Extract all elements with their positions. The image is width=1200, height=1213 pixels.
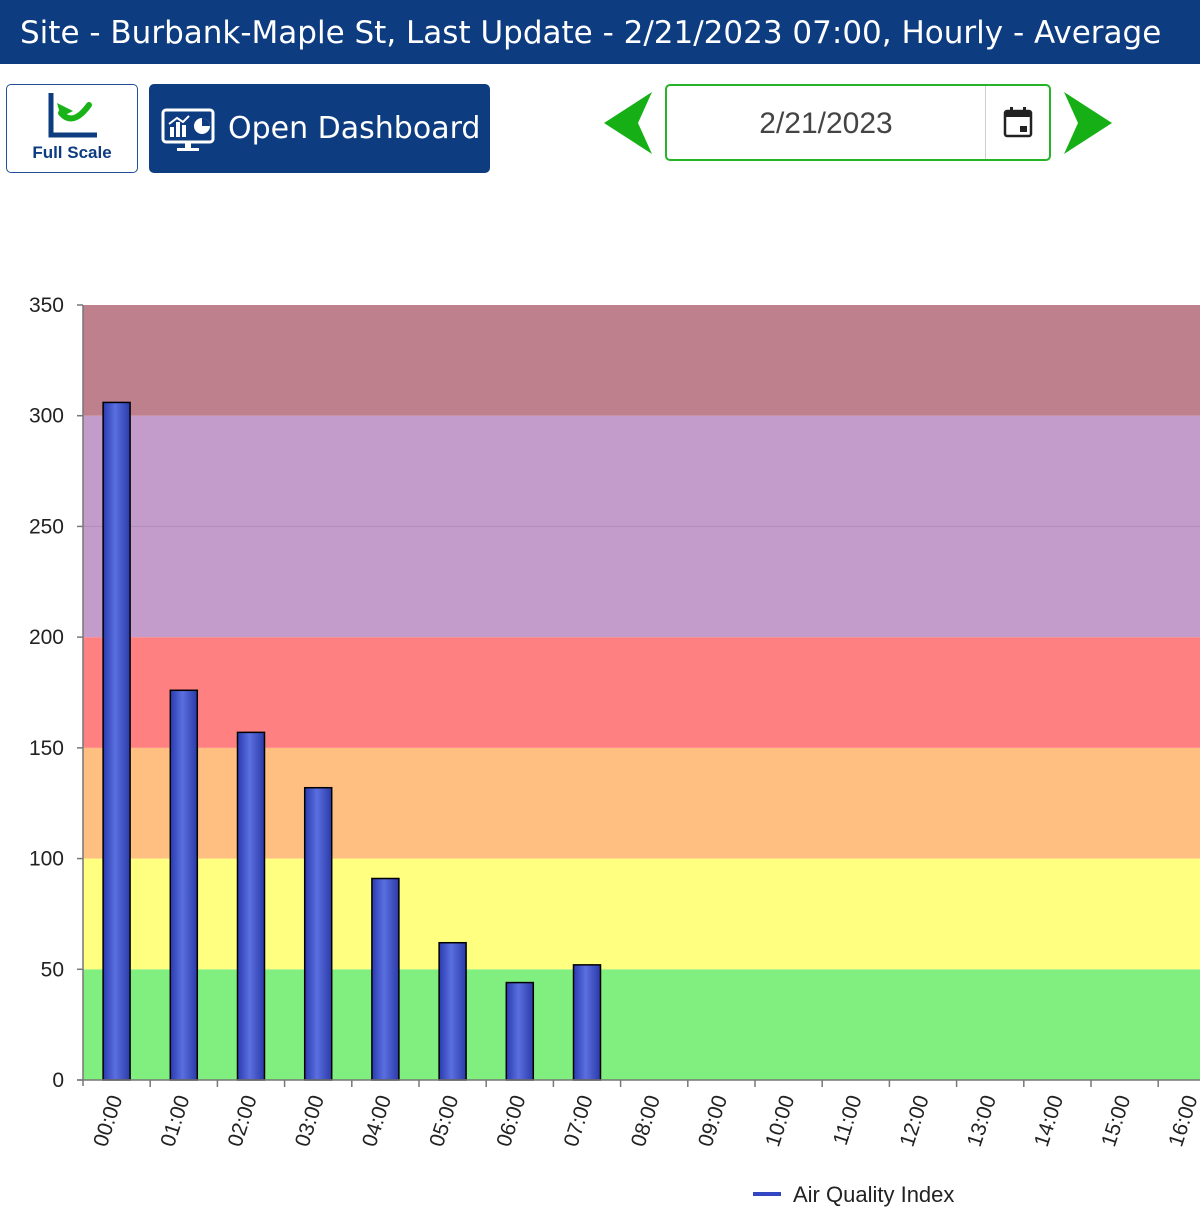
y-tick-label: 150 <box>29 737 64 760</box>
y-tick-label: 100 <box>29 848 64 871</box>
legend-swatch-air-quality-index <box>753 1192 781 1196</box>
x-tick-label: 07:00 <box>560 1092 598 1149</box>
date-picker[interactable]: 2/21/2023 <box>665 84 1051 161</box>
x-tick-label: 01:00 <box>156 1092 194 1149</box>
aqi-band-5 <box>83 305 1200 416</box>
x-tick-label: 00:00 <box>89 1092 127 1149</box>
x-tick-label: 06:00 <box>492 1092 530 1149</box>
x-tick-label: 15:00 <box>1097 1092 1135 1149</box>
bar-0400[interactable] <box>371 877 400 1081</box>
y-tick-label: 350 <box>29 294 64 317</box>
bar-0600[interactable] <box>505 981 535 1081</box>
bar-0100[interactable] <box>169 689 199 1081</box>
bar-0000[interactable] <box>102 401 131 1081</box>
aqi-bars <box>102 401 602 1081</box>
y-tick-label: 0 <box>52 1069 64 1092</box>
x-tick-label: 14:00 <box>1030 1092 1068 1149</box>
bar-0500[interactable] <box>438 941 467 1081</box>
x-tick-label: 12:00 <box>896 1092 934 1149</box>
open-dashboard-button[interactable]: Open Dashboard <box>149 84 490 173</box>
aqi-band-0 <box>83 969 1200 1080</box>
x-tick-label: 09:00 <box>694 1092 732 1149</box>
full-scale-label: Full Scale <box>32 143 112 162</box>
y-tick-label: 200 <box>29 626 64 649</box>
arrow-left-icon <box>604 92 652 154</box>
y-tick-label: 250 <box>29 515 64 538</box>
bar-0300[interactable] <box>303 786 333 1081</box>
x-tick-label: 02:00 <box>224 1092 262 1149</box>
aqi-band-3 <box>83 637 1200 748</box>
legend-label-air-quality-index: Air Quality Index <box>793 1182 954 1207</box>
dashboard-monitor-icon <box>161 108 215 151</box>
arrow-right-icon <box>1064 92 1112 154</box>
chart-reset-icon <box>48 93 97 138</box>
chart-axes <box>77 305 1200 1086</box>
x-tick-label: 11:00 <box>829 1092 867 1148</box>
x-tick-label: 13:00 <box>963 1092 1001 1149</box>
bar-0200[interactable] <box>236 731 266 1081</box>
aqi-bar-chart: 0 50 100 150 200 250 300 350 00:00 01:00 02:00 03:… <box>29 294 1200 1207</box>
aqi-band-1 <box>83 858 1200 970</box>
x-tick-label: 05:00 <box>425 1092 463 1149</box>
y-tick-label: 300 <box>29 405 64 428</box>
open-dashboard-label: Open Dashboard <box>228 111 481 146</box>
aqi-band-2 <box>83 747 1200 859</box>
chart-legend: Air Quality Index <box>753 1182 954 1207</box>
x-tick-label: 10:00 <box>761 1092 799 1149</box>
next-date-button[interactable] <box>1062 90 1114 160</box>
full-scale-button[interactable]: Full Scale <box>6 84 138 173</box>
y-axis-ticks: 0 50 100 150 200 250 300 350 <box>29 294 83 1092</box>
previous-date-button[interactable] <box>602 90 654 160</box>
y-tick-label: 50 <box>41 958 64 981</box>
aqi-category-bands <box>83 305 1200 1080</box>
x-tick-label: 03:00 <box>291 1092 329 1149</box>
x-tick-label: 08:00 <box>627 1092 665 1149</box>
calendar-button[interactable] <box>985 86 1050 159</box>
calendar-icon <box>1003 107 1033 138</box>
page-title-bar: Site - Burbank-Maple St, Last Update - 2… <box>0 0 1200 64</box>
x-tick-label: 16:00 <box>1164 1092 1200 1149</box>
bar-0700[interactable] <box>572 964 602 1081</box>
x-axis-ticks: 00:00 01:00 02:00 03:00 04:00 05:00 06:00 07:00… <box>89 1080 1200 1150</box>
date-input[interactable]: 2/21/2023 <box>759 107 893 140</box>
page-title: Site - Burbank-Maple St, Last Update - 2… <box>20 15 1162 51</box>
x-tick-label: 04:00 <box>358 1092 396 1149</box>
